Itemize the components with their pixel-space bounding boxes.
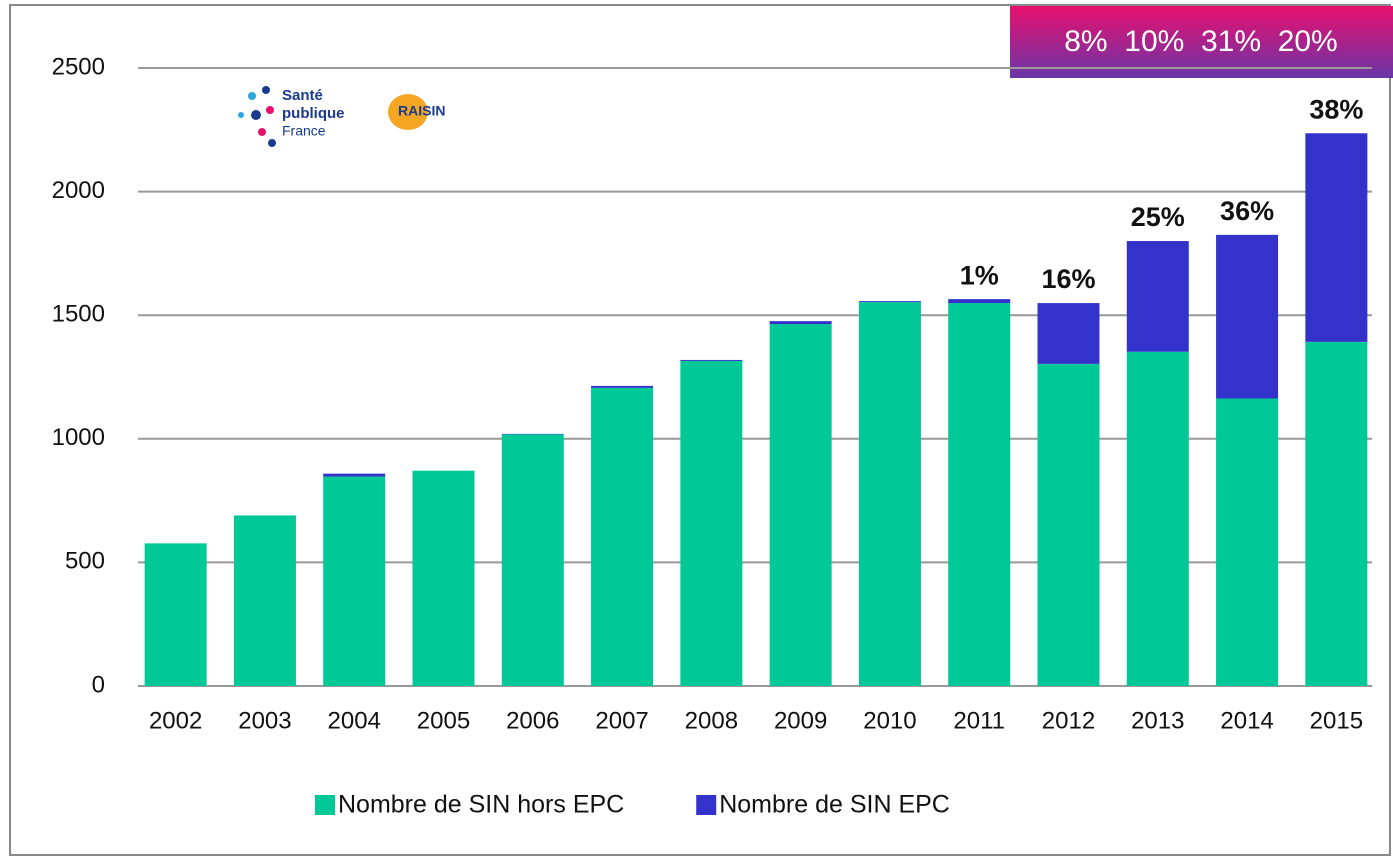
bar	[1037, 303, 1100, 364]
y-tick-label: 1500	[52, 301, 105, 328]
logo-dots	[238, 86, 276, 147]
y-tick-label: 2000	[52, 177, 105, 204]
bar	[1216, 398, 1279, 686]
bar	[948, 303, 1011, 686]
logo-text: France	[282, 123, 326, 139]
x-tick-label: 2014	[1220, 707, 1273, 734]
x-tick-label: 2013	[1131, 707, 1184, 734]
bar	[501, 434, 564, 686]
bar	[591, 385, 654, 388]
x-tick-label: 2007	[595, 707, 648, 734]
banner-text: 8% 10% 31% 20%	[1064, 25, 1338, 58]
annotation: 1%	[960, 260, 999, 290]
x-tick-label: 2011	[953, 707, 1005, 734]
x-tick-label: 2012	[1042, 707, 1095, 734]
logo-shape	[388, 94, 428, 130]
x-tick-label: 2015	[1310, 707, 1363, 734]
annotation: 25%	[1131, 202, 1185, 232]
bar	[412, 470, 475, 686]
logo-text: Santé	[282, 87, 323, 104]
x-tick-label: 2005	[417, 707, 470, 734]
y-tick-label: 500	[65, 548, 105, 575]
bar	[1037, 363, 1100, 686]
x-tick-label: 2009	[774, 707, 827, 734]
bar	[1216, 234, 1279, 399]
y-tick-label: 2500	[52, 53, 105, 80]
bar	[144, 543, 207, 686]
logo-text: publique	[282, 105, 345, 122]
bar	[680, 359, 743, 361]
bar	[948, 299, 1011, 304]
x-tick-label: 2004	[328, 707, 381, 734]
bar	[769, 324, 832, 686]
bar	[1305, 133, 1368, 342]
bar	[1126, 241, 1189, 352]
bar	[858, 301, 921, 303]
annotation: 16%	[1041, 264, 1095, 294]
bar	[323, 473, 386, 477]
legend-label: Nombre de SIN hors EPC	[338, 791, 624, 819]
x-tick-label: 2006	[506, 707, 559, 734]
bar	[769, 321, 832, 325]
banner	[1010, 6, 1393, 78]
bar	[1305, 341, 1368, 686]
annotation: 38%	[1309, 94, 1363, 124]
annotation: 36%	[1220, 196, 1274, 226]
legend-label: Nombre de SIN EPC	[719, 791, 950, 819]
y-tick-label: 0	[92, 671, 105, 698]
x-tick-label: 2003	[238, 707, 291, 734]
bar	[233, 515, 296, 686]
bar	[591, 387, 654, 686]
bar	[858, 302, 921, 686]
x-tick-label: 2010	[863, 707, 916, 734]
legend-swatch	[315, 795, 335, 815]
x-tick-label: 2002	[149, 707, 202, 734]
y-tick-label: 1000	[52, 424, 105, 451]
logo-text: RAISIN	[398, 103, 445, 119]
frame	[9, 4, 1391, 856]
bar	[680, 360, 743, 686]
bar	[323, 476, 386, 686]
bar	[1126, 351, 1189, 686]
legend-swatch	[696, 795, 717, 815]
x-tick-label: 2008	[685, 707, 738, 734]
